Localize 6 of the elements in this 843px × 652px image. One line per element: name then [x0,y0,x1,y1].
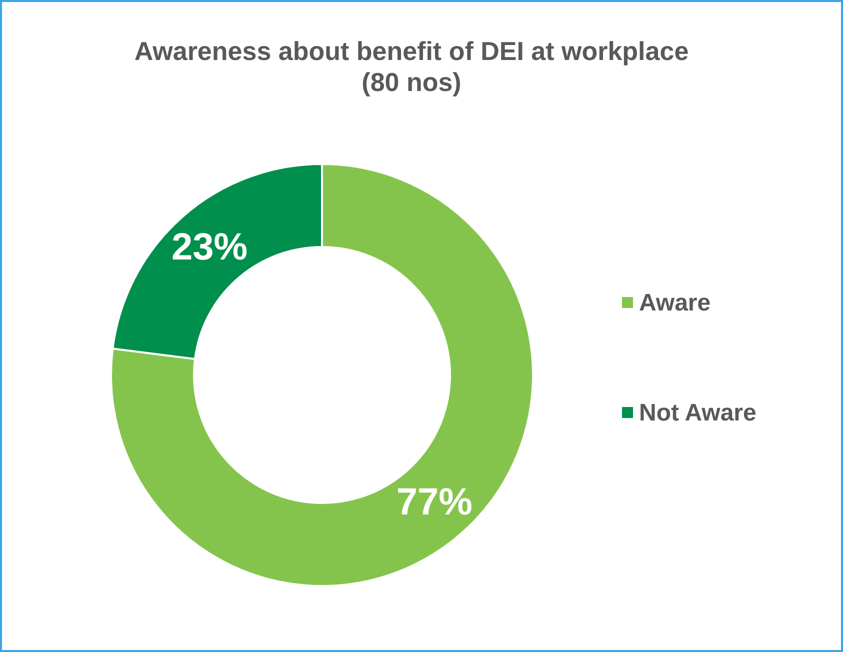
legend-label: Aware [639,290,711,316]
data-label: 77% [396,482,472,524]
legend-label: Not Aware [639,400,756,426]
donut-slice [110,163,534,587]
chart-title: Awareness about benefit of DEI at workplace (80 nos) [134,36,689,97]
data-label: 23% [172,226,248,268]
